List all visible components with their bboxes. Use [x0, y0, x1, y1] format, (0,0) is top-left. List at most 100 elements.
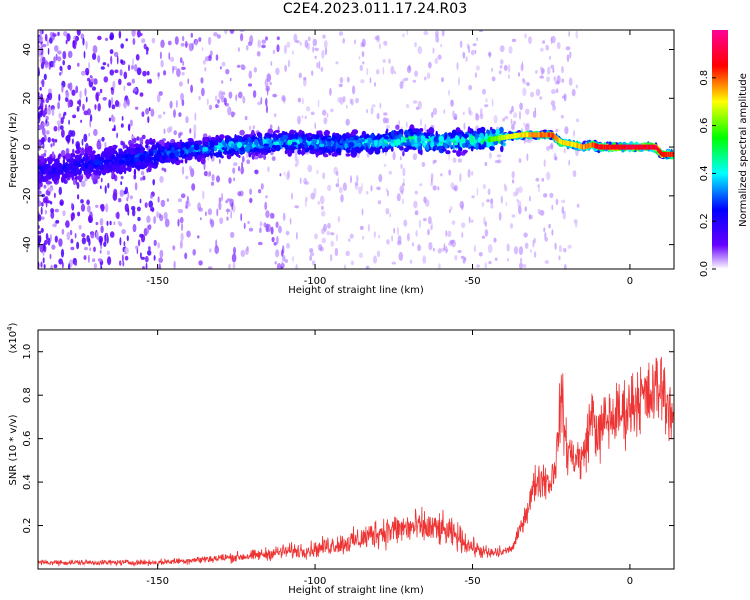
- noise-blob: [113, 188, 118, 198]
- noise-blob: [47, 88, 52, 94]
- noise-blob: [193, 124, 197, 133]
- spectral-blob: [215, 139, 219, 147]
- noise-blob: [184, 252, 188, 260]
- noise-blob: [153, 255, 156, 261]
- noise-blob: [314, 122, 317, 130]
- spectral-blob: [254, 156, 259, 160]
- noise-blob: [503, 64, 508, 71]
- spectral-blob: [105, 169, 110, 174]
- noise-blob: [568, 159, 571, 166]
- noise-blob: [181, 66, 186, 70]
- noise-blob: [248, 70, 253, 79]
- noise-blob: [206, 98, 209, 106]
- noise-blob: [245, 247, 249, 255]
- y-tick-label: 0.2: [22, 518, 33, 534]
- ridge-mark: [559, 139, 562, 145]
- ridge-mark: [547, 132, 550, 138]
- noise-blob: [470, 49, 475, 56]
- noise-blob: [568, 77, 573, 86]
- noise-blob: [471, 195, 475, 199]
- noise-blob: [151, 37, 156, 44]
- noise-blob: [190, 32, 193, 38]
- noise-blob: [100, 66, 105, 70]
- noise-blob: [76, 241, 80, 250]
- ridge-mark: [493, 136, 496, 142]
- noise-blob: [230, 231, 235, 238]
- spectral-blob: [297, 148, 302, 155]
- noise-blob: [133, 87, 138, 93]
- noise-blob: [252, 90, 257, 98]
- ridge-mark: [514, 133, 517, 139]
- noise-blob: [133, 174, 137, 180]
- noise-blob: [74, 233, 77, 239]
- noise-blob: [265, 223, 269, 233]
- ridge-mark: [656, 146, 659, 152]
- noise-blob: [528, 213, 531, 220]
- spectral-blob: [118, 168, 123, 174]
- noise-blob: [204, 67, 207, 72]
- noise-blob: [260, 96, 263, 105]
- spectral-blob: [213, 152, 217, 157]
- ridge-mark: [507, 134, 509, 140]
- noise-blob: [104, 141, 107, 148]
- spectral-blob: [259, 140, 263, 146]
- spectral-blob: [315, 152, 321, 156]
- noise-blob: [180, 223, 184, 232]
- noise-blob: [523, 122, 526, 127]
- noise-blob: [561, 206, 565, 214]
- noise-blob: [214, 95, 218, 102]
- noise-blob: [49, 60, 55, 68]
- noise-blob: [39, 86, 42, 91]
- spectral-blob: [326, 145, 333, 150]
- spectral-blob: [87, 164, 94, 170]
- noise-blob: [180, 42, 185, 47]
- spectral-blob: [402, 151, 405, 157]
- noise-blob: [142, 266, 145, 269]
- noise-blob: [539, 75, 544, 79]
- spectral-blob: [420, 135, 426, 142]
- ridge-mark: [558, 138, 561, 144]
- spectral-blob: [257, 153, 264, 159]
- noise-blob: [263, 222, 267, 228]
- spectral-blob: [266, 149, 272, 153]
- ridge-mark: [621, 144, 624, 150]
- ridge-mark: [640, 144, 642, 150]
- noise-blob: [273, 242, 277, 246]
- noise-blob: [555, 80, 560, 85]
- noise-blob: [321, 227, 325, 235]
- spectral-blob: [63, 168, 68, 173]
- noise-blob: [93, 263, 98, 269]
- noise-blob: [137, 216, 141, 222]
- noise-blob: [46, 39, 49, 47]
- noise-blob: [406, 233, 410, 242]
- noise-blob: [296, 158, 300, 166]
- noise-blob: [240, 213, 243, 222]
- noise-blob: [539, 66, 543, 71]
- spectral-blob: [155, 142, 160, 148]
- noise-blob: [51, 244, 56, 250]
- noise-blob: [111, 116, 116, 123]
- noise-blob: [163, 70, 167, 76]
- noise-blob: [215, 104, 220, 108]
- colorbar-ticks: 0.0 0.2 0.4 0.6 0.8: [699, 70, 716, 277]
- spectral-blob: [323, 154, 329, 158]
- spectral-blob: [333, 143, 336, 150]
- noise-blob: [186, 230, 191, 238]
- noise-blob: [249, 197, 253, 204]
- noise-blob: [283, 44, 288, 54]
- noise-blob: [430, 181, 434, 187]
- noise-blob: [75, 37, 78, 46]
- spectral-blob: [70, 152, 76, 158]
- noise-blob: [452, 157, 457, 163]
- noise-blob: [524, 33, 527, 39]
- noise-blob: [89, 247, 92, 251]
- spectral-blob: [454, 142, 458, 146]
- spectrogram-x-axis: -150 -100 -50 0: [146, 30, 633, 287]
- noise-blob: [338, 83, 343, 88]
- noise-blob: [453, 184, 458, 192]
- ridge-mark: [572, 141, 574, 147]
- noise-blob: [311, 70, 314, 76]
- spectral-blob: [147, 163, 153, 167]
- noise-blob: [226, 208, 229, 215]
- noise-blob: [190, 84, 194, 94]
